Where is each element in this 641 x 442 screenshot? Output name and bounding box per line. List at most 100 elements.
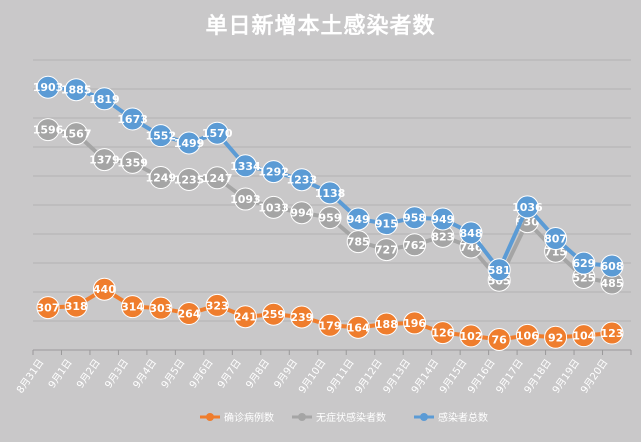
x-tick-label: 9月3日 [102,357,131,391]
data-point [64,78,88,102]
data-point [318,313,342,337]
data-point [177,167,201,191]
data-label: 1673 [117,113,148,126]
data-label: 303 [149,302,172,315]
data-label: 102 [460,330,483,343]
data-label: 746 [460,241,483,254]
data-point [544,227,568,251]
data-label: 123 [601,327,624,340]
data-label: 126 [431,327,454,340]
data-point [374,238,398,262]
x-tick-label: 9月6日 [187,357,216,391]
data-point [262,195,286,219]
data-label: 179 [319,319,342,332]
legend [192,407,504,427]
data-label: 1036 [512,201,543,214]
data-label: 1292 [258,166,289,179]
data-label: 164 [347,321,370,334]
x-tick-label: 9月15日 [437,357,469,396]
x-tick-label: 9月5日 [159,357,188,391]
data-point [515,323,539,347]
data-point [177,131,201,155]
data-point [233,305,257,329]
data-label: 1379 [89,154,120,167]
x-tick-label: 9月13日 [381,357,413,396]
data-point [92,277,116,301]
x-tick-label: 9月1日 [46,357,75,391]
data-point [318,181,342,205]
x-tick-label: 9月10日 [296,357,328,396]
data-point [92,87,116,111]
data-point [374,312,398,336]
legend-swatch-marker [298,413,306,421]
data-label: 1885 [61,84,92,97]
data-label: 807 [544,233,567,246]
data-label: 323 [206,299,229,312]
data-point [177,302,201,326]
data-label: 915 [375,218,398,231]
data-label: 958 [403,212,426,225]
data-point [92,148,116,172]
data-point [374,212,398,236]
legend-label: 无症状感染者数 [316,411,386,424]
data-label: 188 [375,318,398,331]
legend-label: 确诊病例数 [224,411,274,424]
data-label: 76 [492,334,508,347]
data-label: 259 [262,308,285,321]
data-label: 318 [65,300,88,313]
data-label: 629 [572,257,595,270]
data-point [515,195,539,219]
data-point [572,251,596,275]
data-point [403,311,427,335]
data-point [431,321,455,345]
data-label: 1596 [33,124,64,137]
data-label: 1334 [230,160,261,173]
x-tick-label: 9月19日 [550,357,582,396]
data-point [205,121,229,145]
data-label: 959 [319,212,342,225]
data-label: 949 [431,213,454,226]
data-point [205,166,229,190]
data-point [346,315,370,339]
data-point [149,166,173,190]
data-label: 264 [178,308,201,321]
x-tick-label: 9月9日 [272,357,301,391]
x-tick-label: 9月7日 [215,357,244,391]
data-label: 994 [290,207,313,220]
data-point [262,302,286,326]
data-label: 525 [572,272,595,285]
data-point [487,258,511,282]
x-tick-label: 9月17日 [494,357,526,396]
data-point [431,207,455,231]
data-point [487,328,511,352]
data-point [600,254,624,278]
data-label: 196 [403,317,426,330]
data-point [233,154,257,178]
legend-swatch-marker [420,413,428,421]
data-label: 1819 [89,93,120,106]
data-label: 1247 [202,172,233,185]
data-point [149,124,173,148]
chart-title: 单日新增本土感染者数 [205,14,436,39]
data-point [121,295,145,319]
x-tick-label: 9月14日 [409,357,441,396]
data-point [600,321,624,345]
data-point [346,207,370,231]
data-label: 949 [347,213,370,226]
data-label: 1093 [230,193,261,206]
data-label: 239 [290,311,313,324]
data-label: 1138 [315,187,346,200]
data-point [64,122,88,146]
data-label: 485 [601,277,624,290]
data-point [233,187,257,211]
x-tick-label: 9月12日 [353,357,385,396]
data-label: 581 [488,264,511,277]
legend-swatch-marker [206,413,214,421]
data-label: 104 [572,330,595,343]
x-tick-label: 9月20日 [578,357,610,396]
data-label: 241 [234,311,257,324]
data-label: 1499 [174,137,205,150]
x-tick-label: 9月8日 [243,357,272,391]
